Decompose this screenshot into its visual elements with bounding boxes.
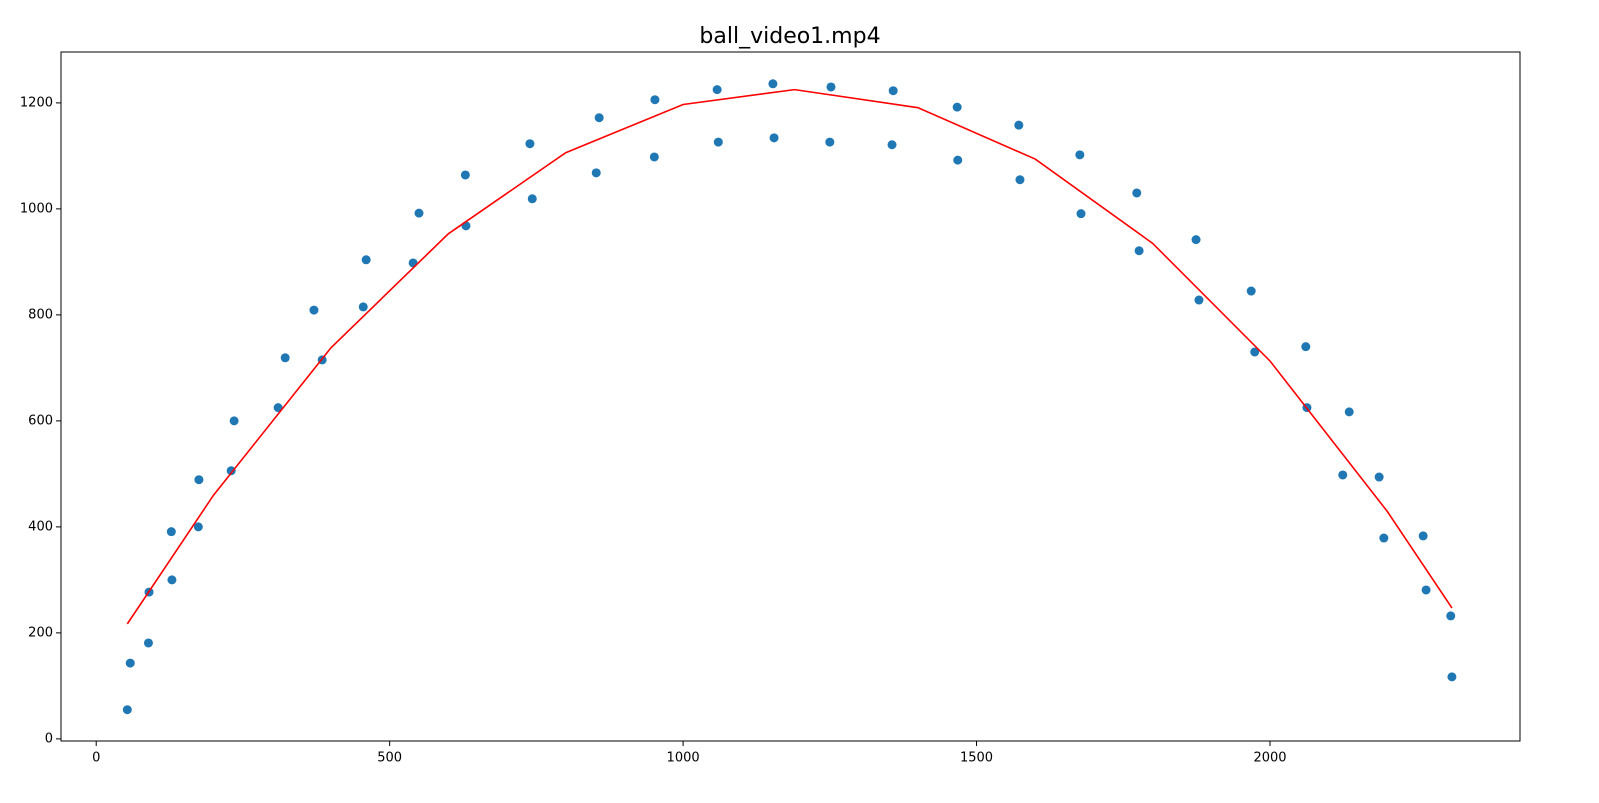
scatter-point [460, 170, 470, 180]
scatter-point [953, 155, 963, 165]
scatter-point [461, 221, 471, 231]
scatter-point [1132, 188, 1142, 198]
scatter-point [594, 113, 604, 123]
scatter-point [122, 705, 132, 715]
scatter-point [280, 353, 290, 363]
scatter-point [712, 85, 722, 95]
scatter-point [527, 194, 537, 204]
scatter-point [414, 208, 424, 218]
scatter-point [1015, 175, 1025, 185]
x-tick-label: 1500 [960, 751, 993, 766]
scatter-point [1250, 347, 1260, 357]
y-tick-label: 400 [28, 519, 53, 534]
scatter-point [888, 86, 898, 96]
scatter-point [1344, 407, 1354, 417]
scatter-point [166, 527, 176, 537]
scatter-point [125, 658, 135, 668]
scatter-point [1338, 470, 1348, 480]
scatter-point [1076, 209, 1086, 219]
scatter-point [1446, 611, 1456, 621]
scatter-point [1379, 533, 1389, 543]
scatter-point [408, 258, 418, 268]
scatter-point [649, 152, 659, 162]
y-tick-label: 0 [45, 731, 53, 746]
scatter-point [167, 575, 177, 585]
scatter-point [952, 102, 962, 112]
scatter-point [1374, 472, 1384, 482]
scatter-point [713, 137, 723, 147]
x-tick-label: 500 [377, 751, 402, 766]
y-tick-label: 800 [28, 307, 53, 322]
scatter-point [229, 416, 239, 426]
chart-title: ball_video1.mp4 [699, 24, 880, 49]
scatter-point [825, 137, 835, 147]
x-tick-label: 0 [92, 751, 100, 766]
y-tick-label: 200 [28, 625, 53, 640]
scatter-point [193, 522, 203, 532]
x-tick-label: 1000 [667, 751, 700, 766]
scatter-point [1194, 295, 1204, 305]
x-tick-label: 2000 [1253, 751, 1286, 766]
scatter-point [361, 255, 371, 265]
scatter-point [768, 79, 778, 89]
scatter-point [1075, 150, 1085, 160]
y-tick-label: 600 [28, 413, 53, 428]
scatter-point [1191, 235, 1201, 245]
scatter-point [1246, 286, 1256, 296]
scatter-point [1447, 672, 1457, 682]
plot-frame [60, 51, 1521, 742]
scatter-point [226, 466, 236, 476]
scatter-point [650, 95, 660, 105]
scatter-point [1301, 342, 1311, 352]
y-tick-label: 1200 [20, 95, 53, 110]
scatter-point [1421, 585, 1431, 595]
y-tick-label: 1000 [20, 201, 53, 216]
scatter-point [1418, 531, 1428, 541]
scatter-point [1014, 120, 1024, 130]
scatter-point [273, 403, 283, 413]
scatter-point [769, 133, 779, 143]
scatter-point [309, 305, 319, 315]
scatter-point [143, 638, 153, 648]
scatter-point [1134, 246, 1144, 256]
scatter-point [525, 139, 535, 149]
scatter-point [591, 168, 601, 178]
scatter-point [358, 302, 368, 312]
scatter-point [887, 140, 897, 150]
scatter-point [194, 475, 204, 485]
fit-line [126, 88, 1453, 625]
scatter-point [826, 82, 836, 92]
